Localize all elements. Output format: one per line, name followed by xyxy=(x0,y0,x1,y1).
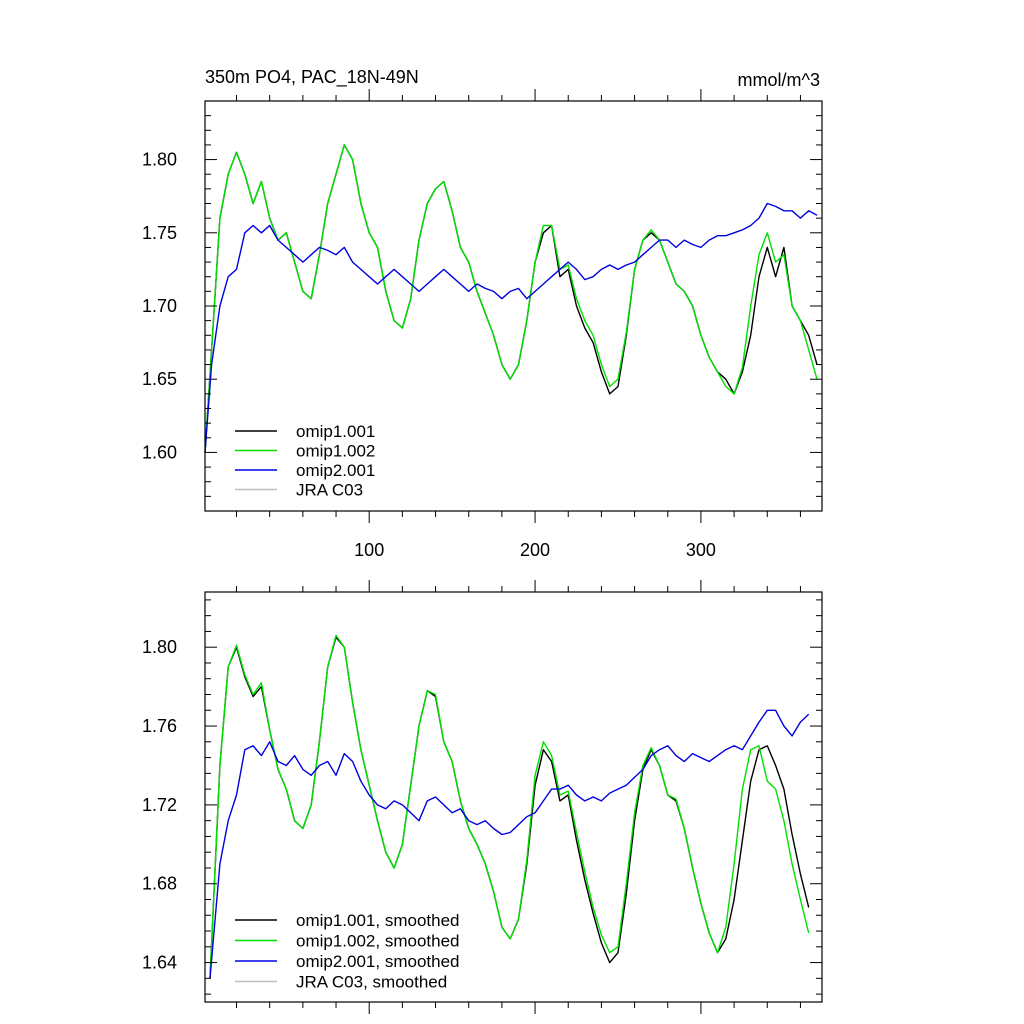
bottom-y-tick-label: 1.76 xyxy=(142,716,177,736)
bottom-series-line-3 xyxy=(209,709,810,979)
top-series-line-1 xyxy=(204,144,818,453)
bottom-series-line-2 xyxy=(209,634,810,979)
top-series-line-2 xyxy=(204,144,818,453)
top-legend-label-4: JRA C03 xyxy=(296,481,363,500)
bottom-legend: omip1.001, smoothed omip1.002, smoothedom… xyxy=(235,911,460,992)
bottom-y-tick-label: 1.64 xyxy=(142,953,177,973)
top-legend-label-1: omip1.001 xyxy=(296,422,375,441)
bottom-y-tick-label: 1.72 xyxy=(142,795,177,815)
top-y-tick-label: 1.60 xyxy=(142,442,177,462)
top-series-line-3 xyxy=(204,202,818,453)
bottom-legend-label-3: omip2.001, smoothed xyxy=(296,952,460,971)
bottom-y-tick-label: 1.80 xyxy=(142,637,177,657)
bottom-series-lines xyxy=(209,634,810,979)
top-units: mmol/m^3 xyxy=(738,70,820,90)
bottom-legend-label-1: omip1.001, smoothed xyxy=(296,911,460,930)
top-title: 350m PO4, PAC_18N-49N xyxy=(205,67,419,88)
bottom-panel: 1.64 1.68 1.72 1.76 1.80 omip1.001, smoothed… xyxy=(142,580,823,1014)
top-legend-label-2: omip1.002 xyxy=(296,442,375,461)
top-x-tick-label: 300 xyxy=(686,540,716,560)
top-y-tick-label: 1.65 xyxy=(142,369,177,389)
bottom-plot-frame xyxy=(204,591,823,1003)
bottom-legend-label-2: omip1.002, smoothed xyxy=(296,932,460,951)
top-y-tick-label: 1.75 xyxy=(142,223,177,243)
bottom-legend-label-4: JRA C03, smoothed xyxy=(296,973,447,992)
top-panel: 100 200 300 1.60 1.65 1.70 1.75 1.80 350m PO4, … xyxy=(142,67,823,560)
top-x-tick-label: 200 xyxy=(520,540,550,560)
top-legend-label-3: omip2.001 xyxy=(296,461,375,480)
bottom-y-tick-label: 1.68 xyxy=(142,874,177,894)
top-series-lines xyxy=(204,144,818,453)
top-x-tick-label: 100 xyxy=(354,540,384,560)
top-y-tick-label: 1.70 xyxy=(142,296,177,316)
top-y-tick-label: 1.80 xyxy=(142,150,177,170)
